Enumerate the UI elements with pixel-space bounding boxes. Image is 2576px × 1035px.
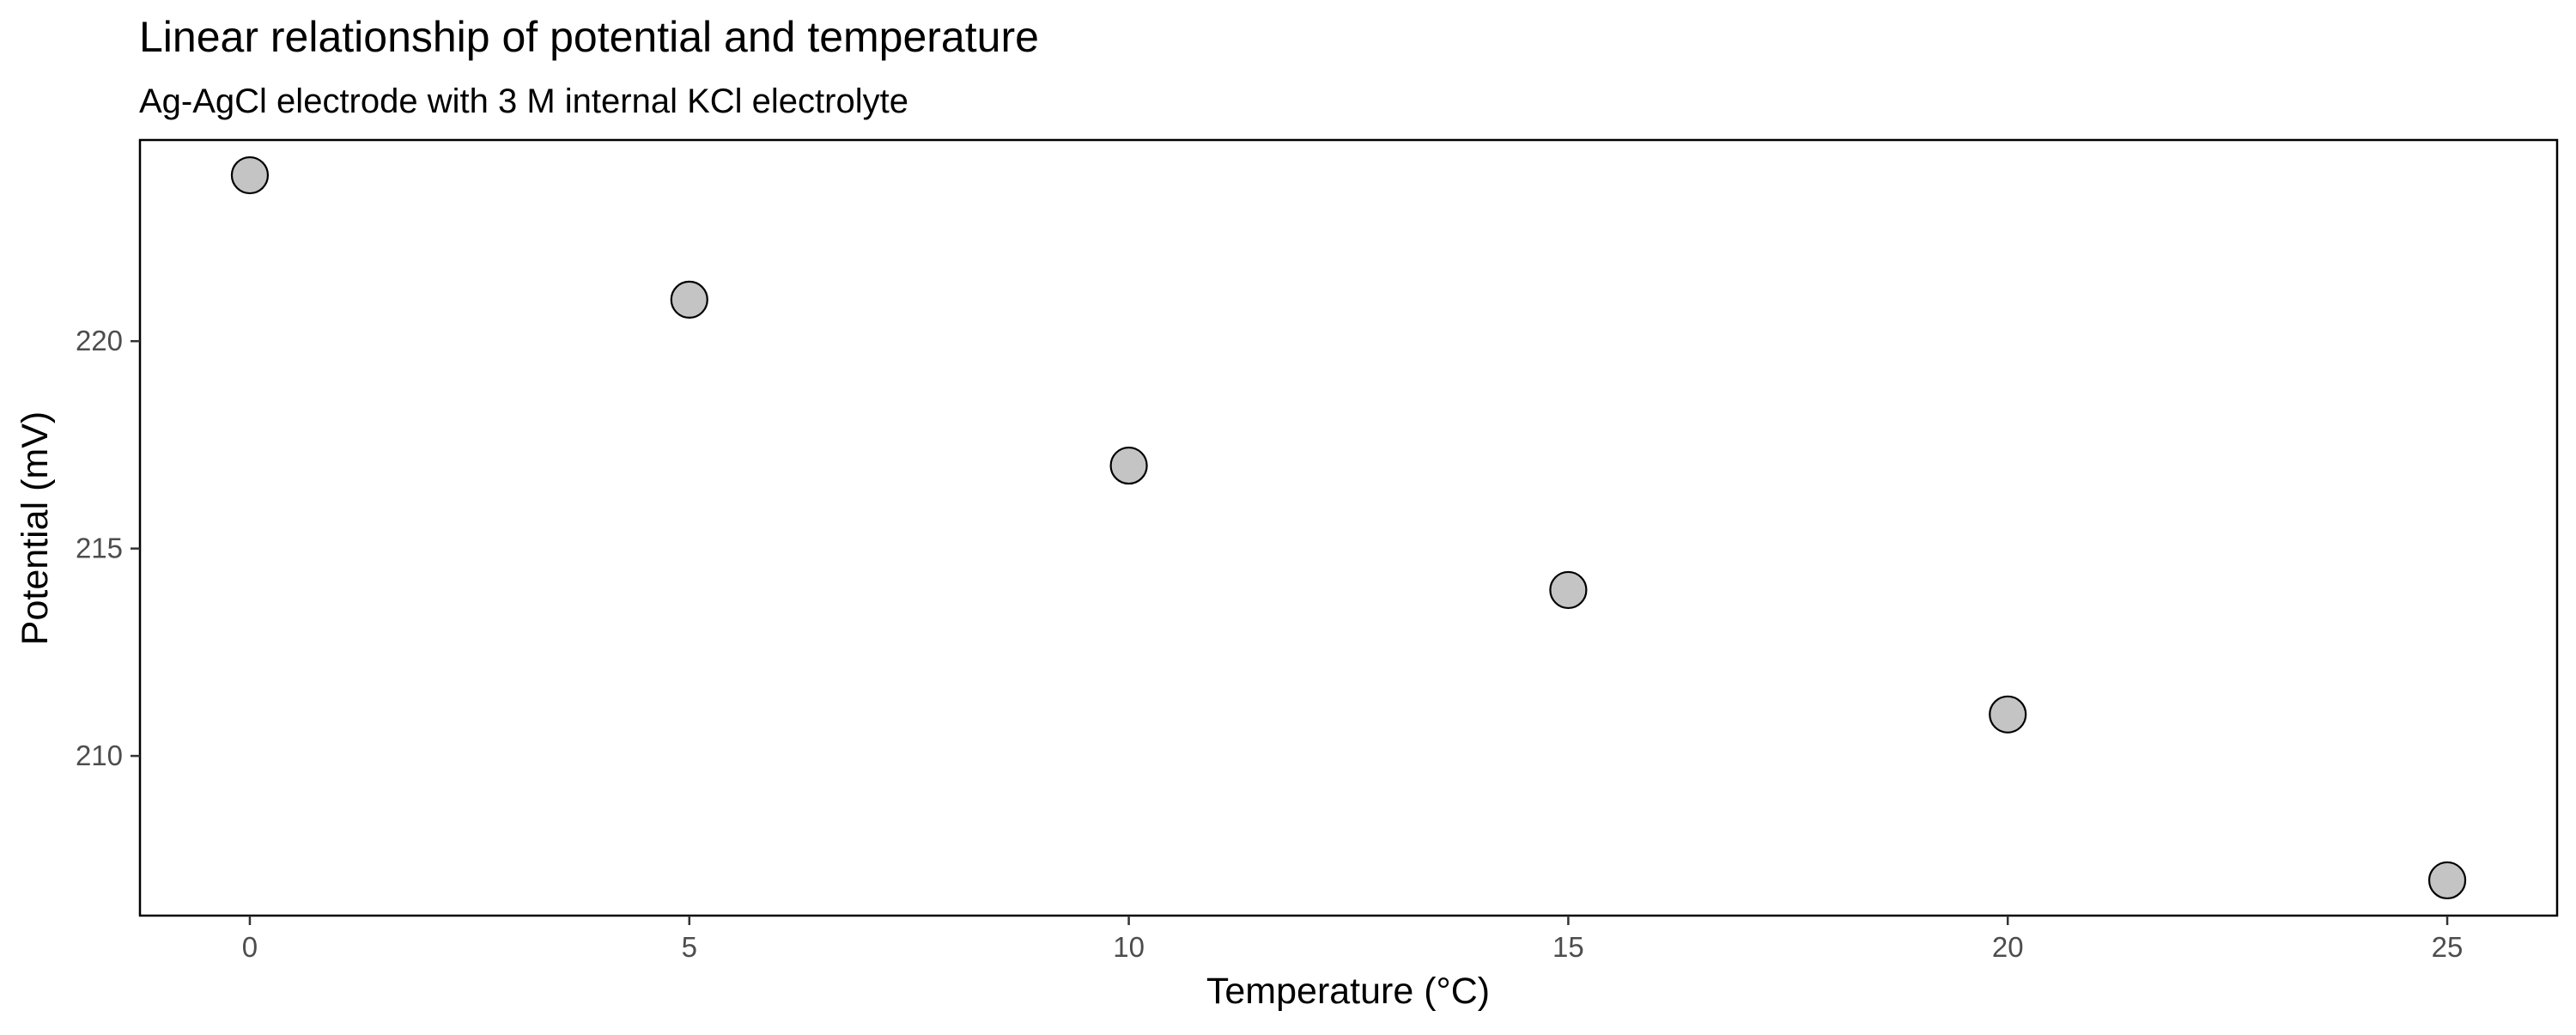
y-axis-title: Potential (mV) (15, 411, 56, 645)
x-tick-label: 10 (1113, 931, 1145, 963)
data-point (230, 155, 270, 195)
data-point (1109, 446, 1148, 485)
y-tick-label: 210 (76, 740, 123, 771)
x-tick-label: 5 (682, 931, 697, 963)
x-axis-title: Temperature (°C) (1206, 971, 1490, 1012)
chart-title: Linear relationship of potential and tem… (139, 13, 1039, 61)
y-tick-label: 220 (76, 325, 123, 356)
x-tick-label: 25 (2432, 931, 2464, 963)
data-point (670, 280, 708, 320)
x-axis: 0 5 10 15 20 25 (242, 916, 2464, 963)
data-points (230, 155, 2467, 900)
plot-panel (138, 138, 2559, 917)
chart-subtitle: Ag-AgCl electrode with 3 M internal KCl … (139, 82, 908, 120)
x-tick-label: 20 (1992, 931, 2024, 963)
y-axis: 210 215 220 (76, 325, 140, 771)
data-point (1549, 570, 1588, 610)
x-tick-label: 0 (242, 931, 258, 963)
data-point (2427, 861, 2467, 900)
x-tick-label: 15 (1552, 931, 1584, 963)
data-point (1989, 695, 2027, 734)
y-tick-label: 215 (76, 533, 123, 564)
